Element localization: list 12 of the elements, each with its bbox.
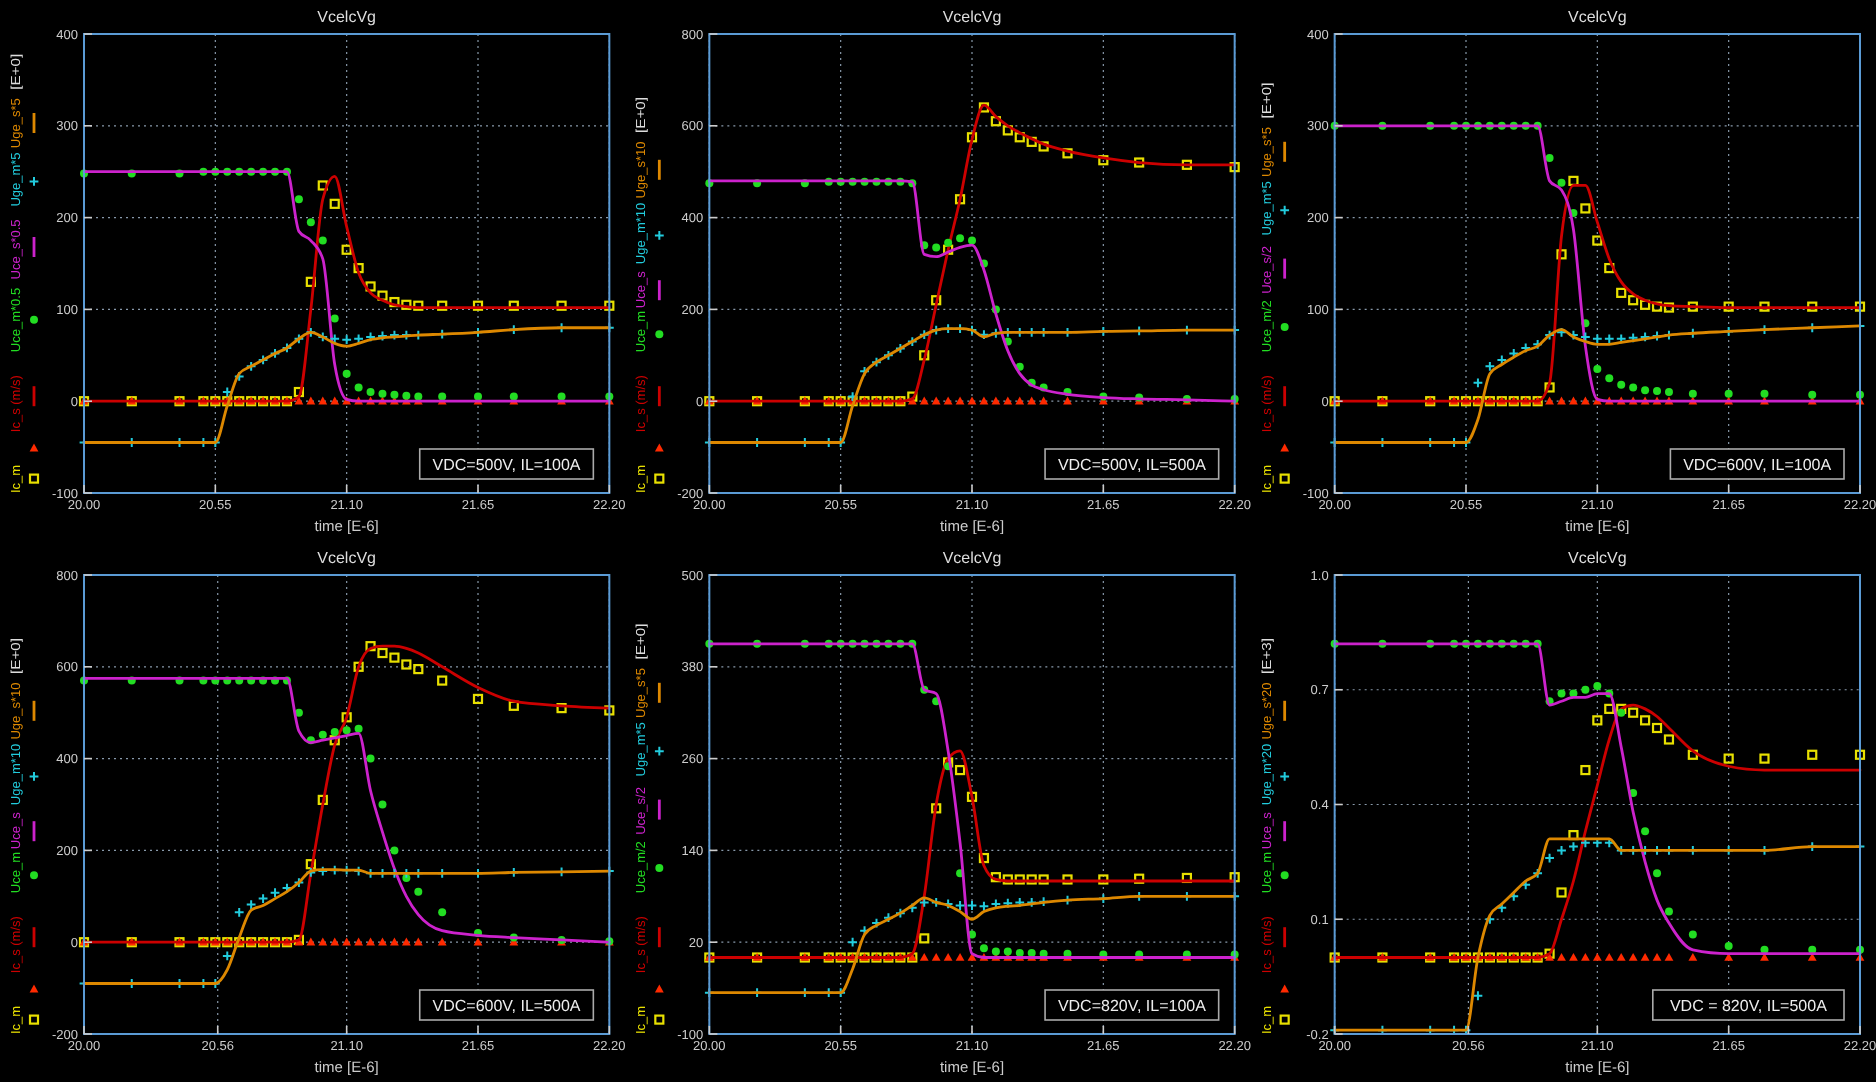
chart-title: VcelcVg bbox=[1567, 8, 1627, 26]
annotation: VDC=600V, IL=500A bbox=[432, 997, 582, 1015]
annotation: VDC=820V, IL=100A bbox=[1057, 997, 1208, 1015]
chart-title: VcelcVg bbox=[942, 8, 1002, 26]
annotation: VDC=500V, IL=500A bbox=[1057, 456, 1208, 474]
chart-title: VcelcVg bbox=[1567, 549, 1627, 567]
annotation: VDC = 820V, IL=500A bbox=[1669, 997, 1829, 1015]
chart-title: VcelcVg bbox=[317, 8, 377, 26]
annotation: VDC=600V, IL=100A bbox=[1683, 456, 1833, 474]
annotation: VDC=500V, IL=100A bbox=[432, 456, 582, 474]
chart-title: VcelcVg bbox=[942, 549, 1002, 567]
chart-title: VcelcVg bbox=[317, 549, 377, 567]
